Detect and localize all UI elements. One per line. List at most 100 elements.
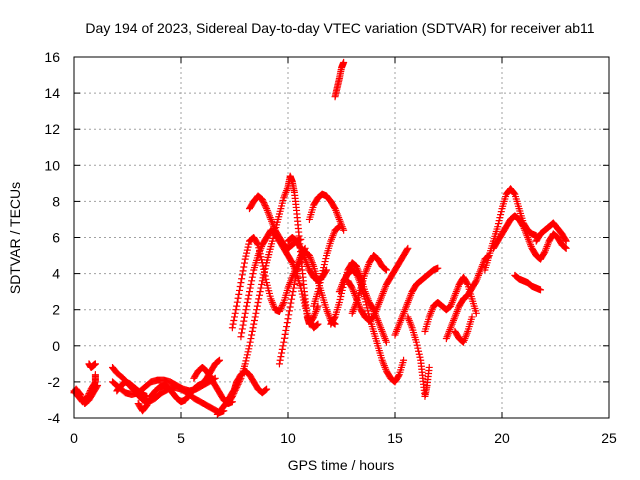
data-point-marker: [412, 338, 420, 346]
data-point-marker: [278, 303, 286, 311]
data-point-marker: [237, 279, 245, 287]
y-tick-label: 6: [52, 230, 60, 246]
data-point-marker: [537, 286, 545, 294]
data-point-marker: [228, 392, 236, 400]
series-arc-ac: [489, 212, 570, 263]
data-point-marker: [281, 330, 289, 338]
data-point-marker: [260, 265, 268, 273]
data-point-marker: [231, 388, 238, 396]
data-point-marker: [340, 226, 348, 234]
data-point-marker: [316, 279, 324, 287]
series-arc-t: [335, 266, 408, 386]
y-tick-label: 16: [44, 49, 60, 65]
data-point-marker: [288, 291, 296, 299]
data-point-marker: [404, 244, 412, 252]
data-point-marker: [277, 304, 285, 312]
data-point-marker: [320, 261, 328, 269]
data-point-marker: [231, 386, 239, 394]
data-point-marker: [243, 298, 251, 306]
data-point-marker: [285, 311, 293, 319]
data-point-marker: [561, 244, 569, 252]
data-point-marker: [233, 298, 241, 306]
data-point-marker: [314, 288, 322, 296]
data-point-marker: [297, 284, 305, 292]
data-point-marker: [416, 353, 424, 361]
data-point-marker: [253, 302, 261, 310]
data-point-marker: [247, 335, 255, 343]
y-tick-label: -4: [48, 410, 61, 426]
data-point-marker: [519, 221, 527, 229]
data-point-marker: [238, 271, 246, 279]
data-point-marker: [258, 280, 266, 288]
data-point-marker: [381, 265, 389, 273]
data-point-marker: [287, 299, 295, 307]
data-point-marker: [248, 277, 256, 285]
x-tick-label: 15: [387, 430, 403, 446]
data-point-marker: [243, 246, 251, 254]
data-point-marker: [510, 189, 518, 197]
data-point-marker: [94, 382, 102, 390]
data-point-marker: [335, 223, 343, 231]
series-arc-w: [391, 264, 442, 339]
data-point-marker: [276, 306, 284, 314]
data-point-marker: [300, 299, 308, 307]
data-point-marker: [364, 307, 372, 315]
data-point-marker: [240, 263, 248, 271]
data-point-marker: [239, 267, 247, 275]
data-point-marker: [497, 211, 505, 219]
series-arc-g: [113, 378, 151, 400]
data-point-marker: [288, 258, 296, 266]
data-point-marker: [248, 331, 256, 339]
data-point-marker: [298, 290, 306, 298]
data-point-marker: [258, 256, 266, 264]
data-point-marker: [330, 314, 338, 322]
data-point-marker: [335, 298, 343, 306]
data-point-marker: [229, 320, 237, 328]
data-point-marker: [561, 243, 569, 251]
data-point-marker: [290, 280, 298, 288]
data-point-marker: [254, 298, 262, 306]
data-point-marker: [245, 288, 253, 296]
data-point-marker: [241, 255, 249, 263]
data-point-marker: [363, 304, 371, 312]
data-point-marker: [91, 360, 99, 368]
data-point-marker: [241, 360, 249, 368]
data-point-marker: [240, 259, 248, 267]
data-point-marker: [228, 324, 236, 332]
data-point-marker: [280, 334, 288, 342]
y-tick-label: 4: [52, 266, 60, 282]
data-point-marker: [248, 273, 256, 281]
series-arc-u: [344, 244, 412, 325]
data-point-marker: [242, 306, 250, 314]
data-point-marker: [292, 273, 300, 281]
series-arc-k: [228, 234, 309, 332]
series-arc-ae: [532, 219, 570, 245]
data-point-marker: [91, 371, 99, 379]
data-point-marker: [261, 386, 269, 394]
data-point-marker: [245, 345, 253, 353]
data-point-marker: [237, 333, 245, 341]
data-point-marker: [434, 264, 442, 272]
data-point-marker: [255, 295, 263, 303]
data-point-marker: [259, 262, 267, 270]
y-tick-label: 14: [44, 85, 60, 101]
data-point-marker: [285, 307, 293, 315]
x-axis-title: GPS time / hours: [288, 457, 395, 473]
x-tick-label: 10: [280, 430, 296, 446]
data-point-marker: [230, 317, 238, 325]
data-point-marker: [257, 284, 265, 292]
series-arc-p: [305, 190, 348, 234]
series-arc-aa: [451, 313, 476, 346]
data-point-marker: [362, 298, 370, 306]
data-point-marker: [279, 342, 287, 350]
data-point-marker: [321, 258, 329, 266]
data-point-marker: [561, 236, 569, 244]
series-arc-f: [134, 356, 224, 415]
data-point-marker: [382, 266, 390, 274]
data-point-marker: [249, 270, 257, 278]
data-point-marker: [297, 235, 305, 243]
data-point-marker: [258, 277, 266, 285]
data-point-marker: [233, 302, 241, 310]
data-point-marker: [143, 400, 151, 408]
data-point-marker: [240, 313, 248, 321]
